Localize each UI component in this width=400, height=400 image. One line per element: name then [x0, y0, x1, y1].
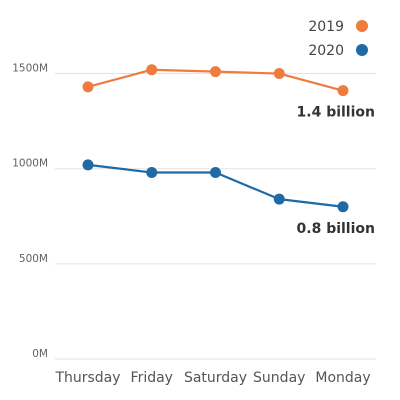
legend-label: 2020 [308, 43, 344, 59]
data-point[interactable] [210, 167, 221, 179]
legend-marker [356, 44, 368, 56]
y-tick-label: 1500M [12, 63, 48, 75]
legend-item-2020[interactable]: 2020 [308, 43, 368, 59]
y-tick-label: 500M [19, 253, 48, 265]
series-2020 [82, 159, 349, 213]
series-layer [82, 64, 349, 213]
legend-label: 2019 [308, 19, 344, 35]
data-point[interactable] [337, 85, 349, 97]
data-point[interactable] [210, 66, 221, 78]
data-point[interactable] [82, 159, 94, 171]
y-tick-label: 1000M [12, 158, 48, 170]
x-tick-label: Monday [315, 370, 370, 386]
annotation-layer: 1.4 billion 0.8 billion [297, 105, 375, 237]
legend: 2019 2020 [308, 19, 368, 59]
annotation-label: 1.4 billion [297, 105, 375, 121]
y-tick-label: 0M [32, 348, 48, 360]
legend-item-2019[interactable]: 2019 [308, 19, 368, 35]
x-tick-label: Friday [131, 370, 173, 386]
data-point[interactable] [146, 64, 158, 76]
x-tick-label: Sunday [253, 370, 305, 386]
x-tick-label: Thursday [54, 370, 120, 386]
data-point[interactable] [146, 167, 158, 179]
data-point[interactable] [82, 81, 94, 93]
x-tick-label: Saturday [184, 370, 247, 386]
data-point[interactable] [273, 193, 285, 205]
data-point[interactable] [273, 68, 285, 80]
annotation-label: 0.8 billion [297, 221, 375, 237]
series-2019 [82, 64, 349, 97]
data-point[interactable] [337, 201, 349, 213]
axis-layer: 0M 500M 1000M 1500M Thursday Friday Saturday Su… [12, 63, 370, 386]
legend-marker [356, 20, 368, 32]
